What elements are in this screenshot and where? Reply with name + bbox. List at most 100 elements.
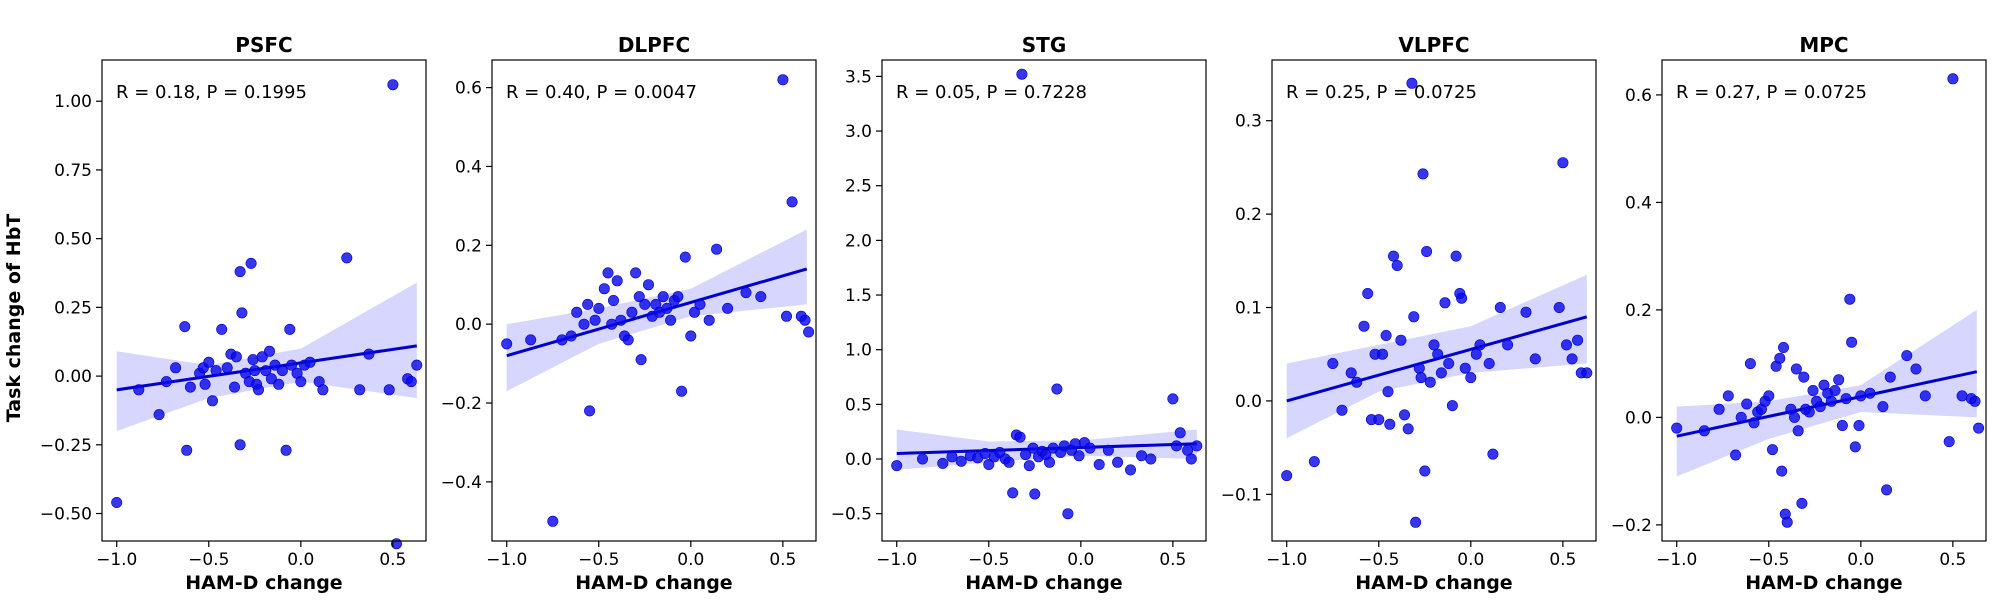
data-point [1778, 341, 1790, 353]
data-point [755, 291, 767, 303]
axes-frame [491, 59, 817, 542]
data-point [1814, 401, 1826, 413]
data-point [1084, 442, 1096, 454]
data-point [1919, 390, 1931, 402]
data-point [1803, 406, 1815, 418]
data-point [598, 283, 610, 295]
data-point [1014, 431, 1026, 443]
data-point [1380, 329, 1392, 341]
data-point [256, 351, 268, 363]
data-point [593, 302, 605, 314]
data-point [1362, 287, 1374, 299]
data-point [1881, 484, 1893, 496]
data-point [245, 257, 257, 269]
data-point [955, 455, 967, 467]
data-point [1171, 440, 1183, 452]
data-point [611, 275, 623, 287]
data-point [1947, 73, 1959, 85]
data-point [1553, 301, 1565, 313]
data-point [1864, 387, 1876, 399]
data-point [635, 354, 647, 366]
data-point [216, 323, 228, 335]
data-point [1406, 77, 1418, 89]
data-point [1410, 516, 1422, 528]
data-point [1566, 353, 1578, 365]
data-point [578, 318, 590, 330]
x-tick-label: 0.5 [1549, 550, 1576, 570]
data-point [1807, 384, 1819, 396]
data-point [676, 385, 688, 397]
data-point [234, 266, 246, 278]
data-point [672, 291, 684, 303]
data-point [221, 362, 233, 374]
data-point [1849, 441, 1861, 453]
data-point [1901, 350, 1913, 362]
data-point [1003, 456, 1015, 468]
data-point [1836, 419, 1848, 431]
x-tick-label: 0.0 [1847, 550, 1874, 570]
y-tick-label: 0.50 [54, 230, 92, 250]
data-point [1910, 363, 1922, 375]
data-point [207, 395, 219, 407]
data-point [405, 376, 417, 388]
data-point [1446, 400, 1458, 412]
data-point [160, 376, 172, 388]
data-point [1840, 393, 1852, 405]
x-tick-label: 0.5 [769, 550, 796, 570]
data-point [1561, 339, 1573, 351]
panel-title: MPC [1799, 33, 1848, 57]
data-point [286, 359, 298, 371]
panel-title: DLPFC [618, 33, 690, 57]
data-point [210, 365, 222, 377]
data-point [1439, 297, 1451, 309]
y-tick-label: 0.5 [845, 395, 872, 415]
data-point [1502, 339, 1514, 351]
data-point [179, 321, 191, 333]
data-point [703, 314, 715, 326]
axes-frame [881, 59, 1207, 542]
data-point [1844, 293, 1856, 305]
data-point [525, 334, 537, 346]
data-point [1774, 352, 1786, 364]
data-point [1336, 404, 1348, 416]
y-tick-label: −0.4 [441, 473, 482, 493]
panel-vlpfc: VLPFC −1.0 −0.5 0.0 0.5 −0.1 0.0 0.1 0.2 0.3 R = 0… [1221, 33, 1597, 594]
y-tick-label: 0.0 [1625, 408, 1652, 428]
y-tick-label: 0.1 [1235, 299, 1262, 319]
data-point [1465, 372, 1477, 384]
data-point [1741, 398, 1753, 410]
data-point [501, 338, 513, 350]
data-point [229, 381, 241, 393]
data-point [633, 291, 645, 303]
data-point [263, 345, 275, 357]
data-point [383, 384, 395, 396]
data-point [1093, 458, 1105, 470]
data-point [203, 356, 215, 368]
data-point [1557, 157, 1569, 169]
data-point [181, 444, 193, 456]
data-point [1395, 334, 1407, 346]
data-point [1825, 395, 1837, 407]
y-tick-label: −0.1 [1221, 485, 1262, 505]
y-tick-label: 0.4 [455, 157, 482, 177]
data-point [1450, 250, 1462, 262]
y-tick-label: 3.0 [845, 122, 872, 142]
data-point [639, 298, 651, 310]
data-point [1853, 419, 1865, 431]
data-point [584, 405, 596, 417]
data-point [688, 306, 700, 318]
data-point [1443, 357, 1455, 369]
x-axis-label: HAM-D change [575, 572, 732, 594]
y-tick-label: 3.5 [845, 67, 872, 87]
data-point [983, 458, 995, 470]
data-point [1125, 464, 1137, 476]
data-point [1044, 456, 1056, 468]
stats-annotation: R = 0.18, P = 0.1995 [116, 82, 307, 103]
data-point [1474, 339, 1486, 351]
x-tick-label: −1.0 [1266, 550, 1307, 570]
data-point [354, 384, 366, 396]
data-point [622, 334, 634, 346]
data-point [1167, 393, 1179, 405]
data-point [1884, 371, 1896, 383]
data-point [1424, 376, 1436, 388]
